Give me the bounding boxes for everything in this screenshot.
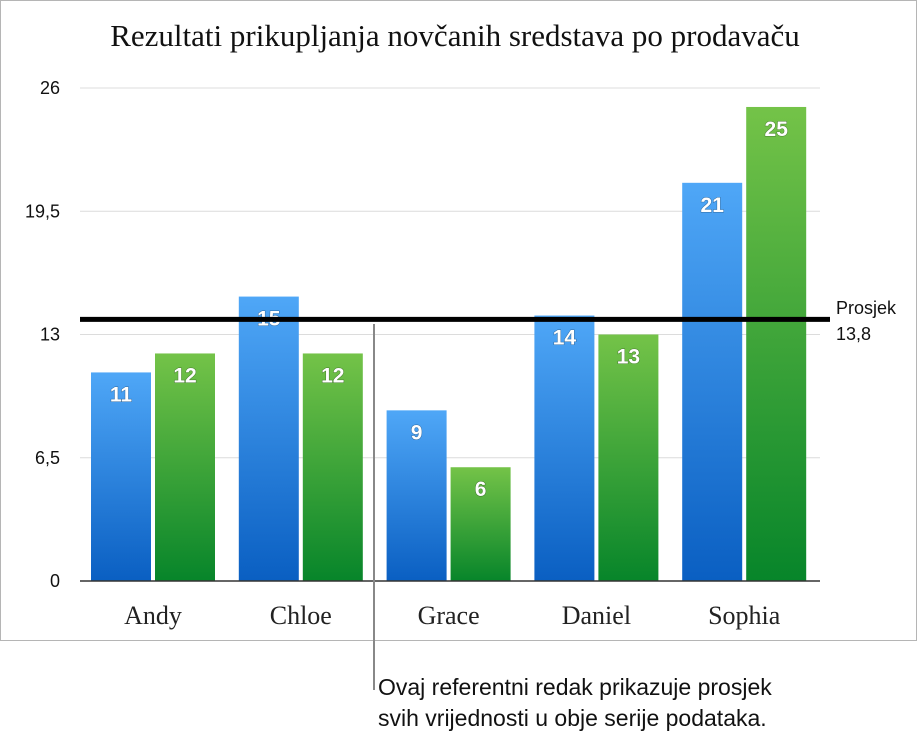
x-category-label: Sophia — [708, 601, 781, 630]
bar-chloe-series-2 — [302, 353, 363, 581]
callout-text-line-1: Ovaj referentni redak prikazuje prosjek — [378, 674, 772, 700]
data-label: 6 — [475, 478, 487, 501]
bar-daniel-series-1 — [534, 315, 595, 581]
y-tick-label: 6,5 — [35, 448, 60, 468]
reference-line-value: 13,8 — [836, 324, 871, 344]
bar-grace-series-1 — [386, 410, 447, 581]
data-label: 14 — [553, 327, 577, 350]
bar-andy-series-1 — [91, 372, 151, 581]
data-label: 12 — [173, 364, 196, 387]
x-category-label: Andy — [124, 601, 182, 630]
reference-line-label: Prosjek — [836, 298, 897, 318]
bar-sophia-series-2 — [746, 106, 807, 581]
callout-text-line-2: svih vrijednosti u obje serije podataka. — [378, 705, 767, 731]
data-label: 13 — [617, 346, 640, 369]
data-label: 25 — [765, 118, 789, 141]
y-tick-label: 13 — [40, 325, 60, 345]
x-category-label: Grace — [418, 601, 480, 630]
data-label: 12 — [321, 364, 344, 387]
y-tick-label: 19,5 — [25, 201, 60, 221]
data-label: 11 — [110, 383, 133, 406]
bar-chloe-series-1 — [238, 296, 299, 581]
bar-daniel-series-2 — [598, 334, 659, 581]
x-category-label: Daniel — [562, 601, 631, 630]
y-tick-label: 0 — [50, 571, 60, 591]
bar-andy-series-2 — [155, 353, 215, 581]
bar-sophia-series-1 — [682, 182, 743, 582]
chart-title: Rezultati prikupljanja novčanih sredstav… — [110, 18, 800, 53]
y-tick-label: 26 — [40, 78, 60, 98]
data-label: 21 — [701, 194, 725, 217]
bar-grace-series-2 — [450, 467, 511, 581]
data-label: 9 — [411, 421, 423, 444]
x-category-label: Chloe — [270, 601, 332, 630]
